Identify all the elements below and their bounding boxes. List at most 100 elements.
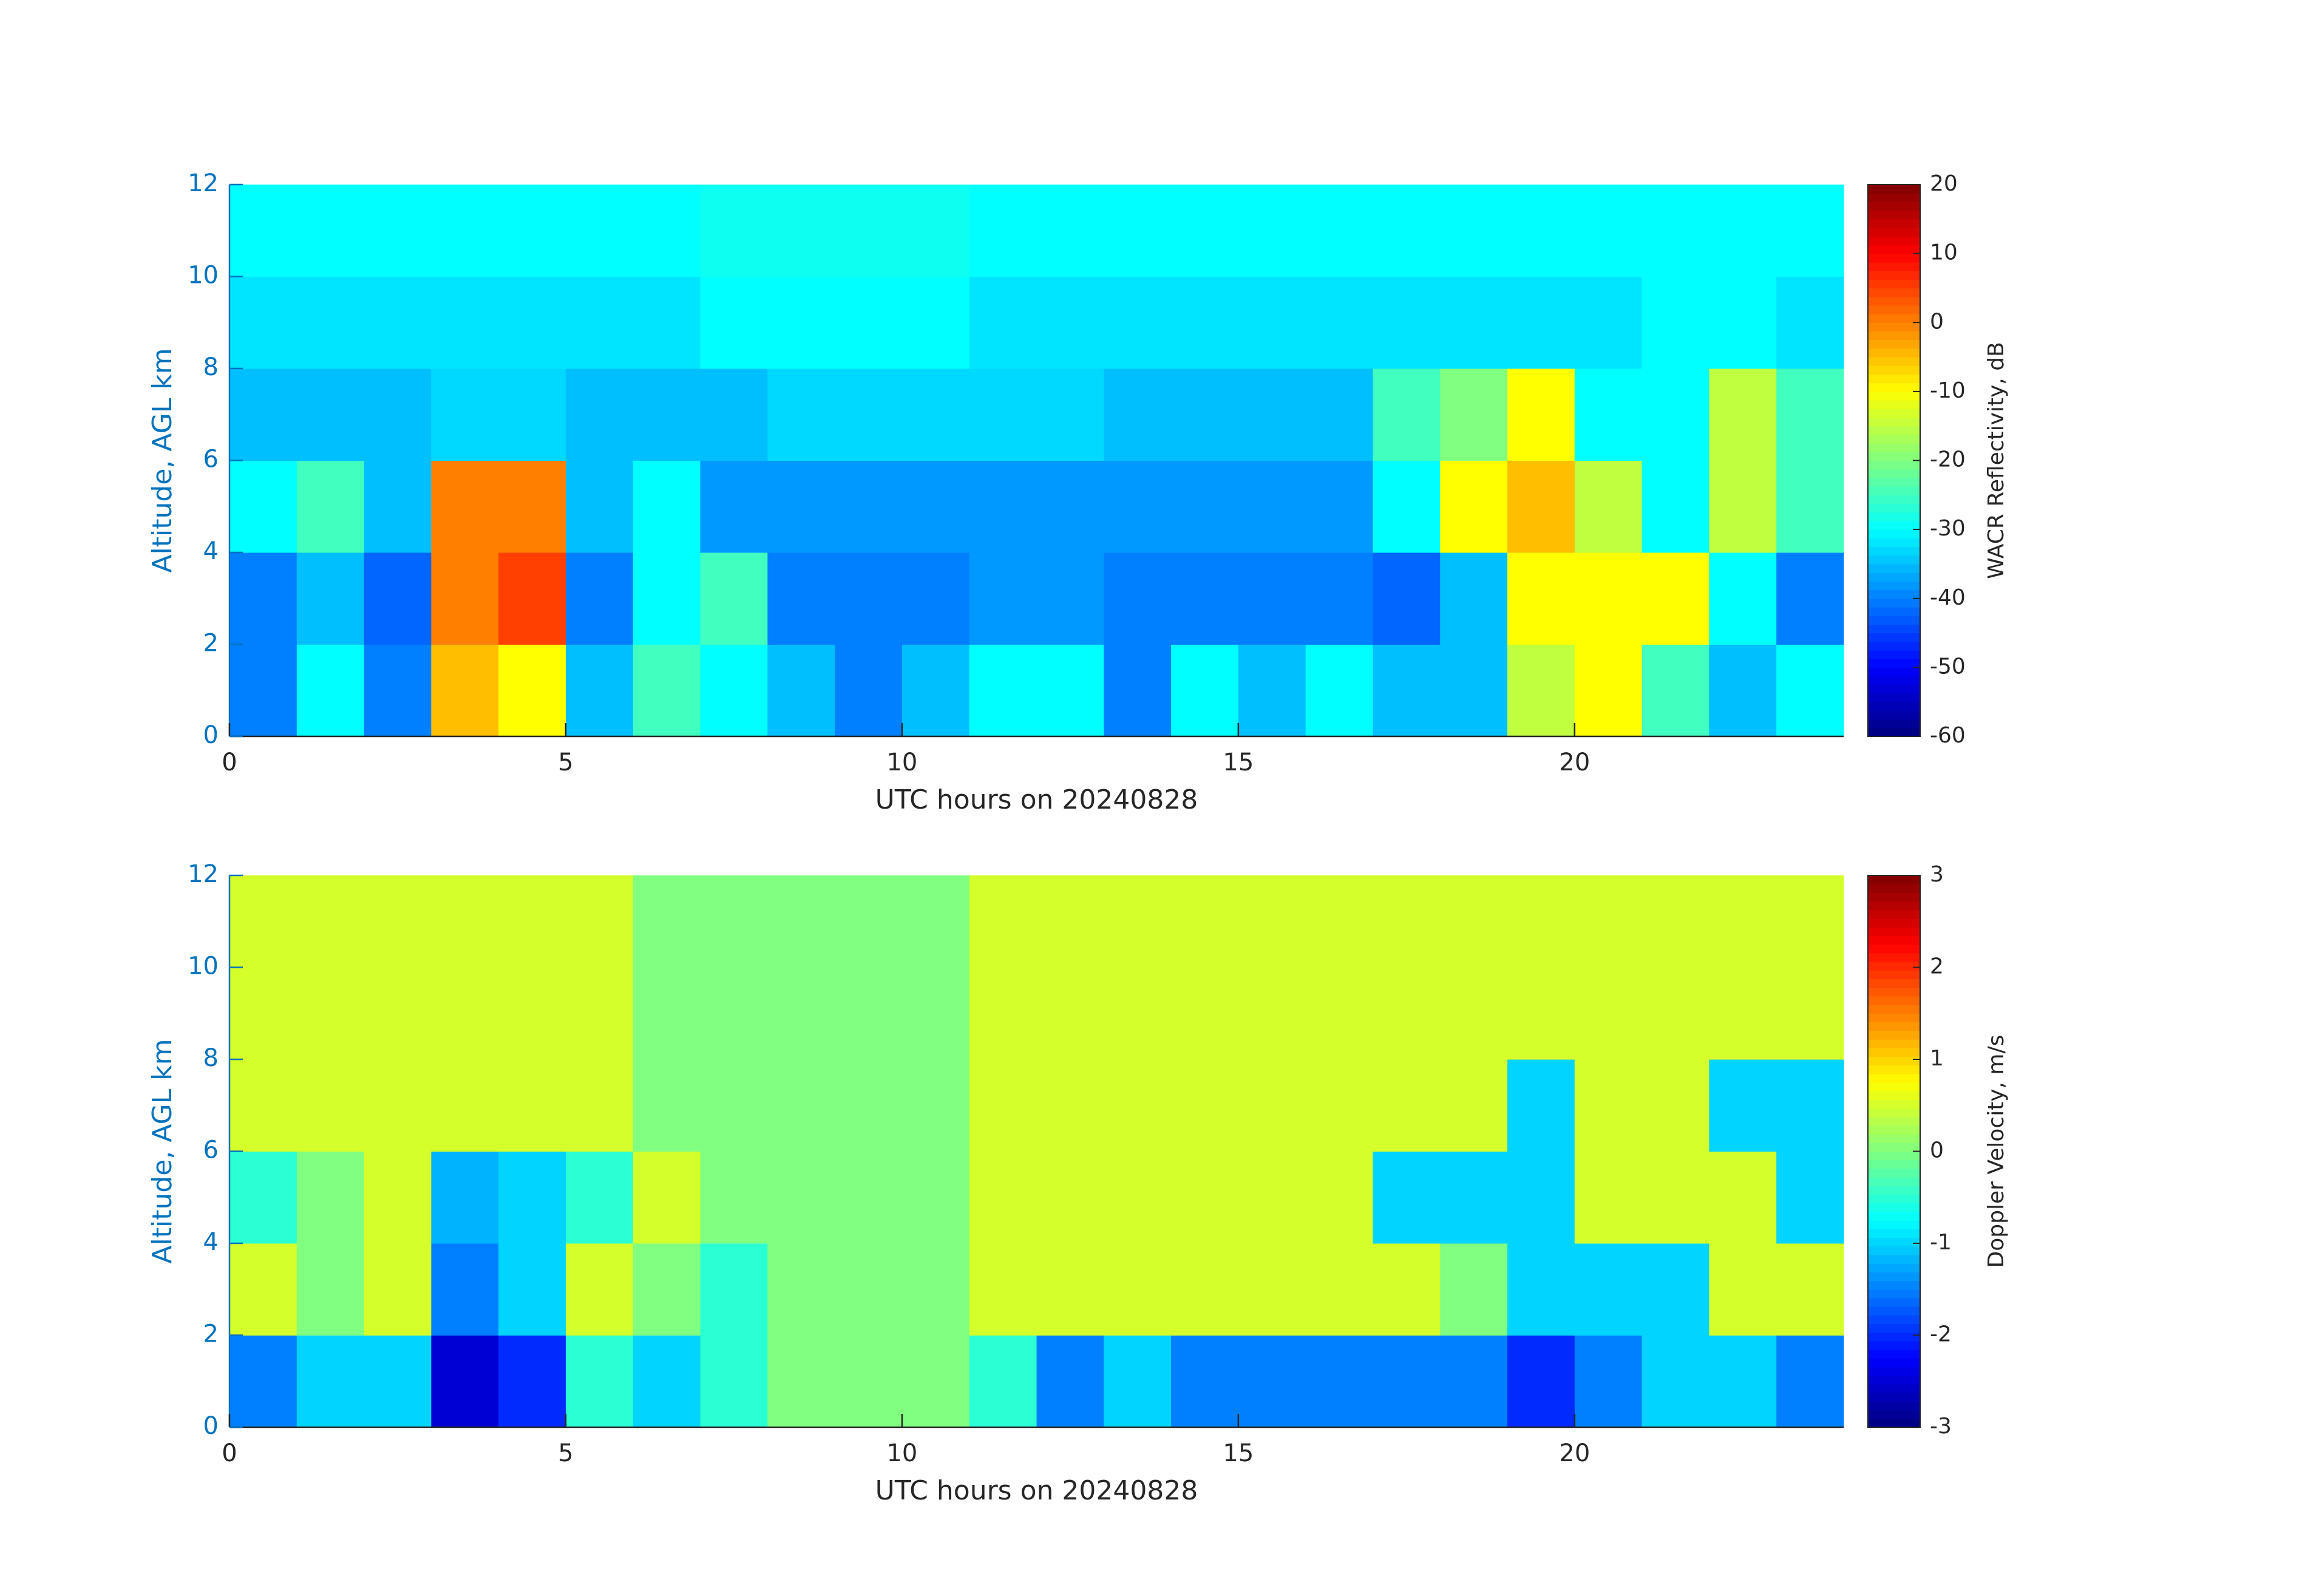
y-tick-label: 4 xyxy=(203,537,219,565)
heatmap-cell xyxy=(835,1151,903,1244)
heatmap-cell xyxy=(431,276,499,369)
colorbar-swatch xyxy=(1868,970,1920,980)
colorbar-swatch xyxy=(1868,236,1920,246)
heatmap-cell xyxy=(1305,1335,1373,1428)
colorbar-swatch xyxy=(1868,684,1920,694)
colorbar-swatch xyxy=(1868,495,1920,504)
colorbar-swatch xyxy=(1868,477,1920,487)
heatmap-cell xyxy=(565,276,634,369)
colorbar-swatch xyxy=(1868,919,1920,928)
colorbar-tick-label: -1 xyxy=(1930,1230,1952,1255)
heatmap-cell xyxy=(1440,460,1508,553)
colorbar-tick-label: 2 xyxy=(1930,954,1944,979)
colorbar-swatch xyxy=(1868,1418,1920,1428)
y-axis-label: Altitude, AGL km xyxy=(147,348,178,572)
colorbar-swatch xyxy=(1868,409,1920,418)
heatmap-cell xyxy=(633,552,701,645)
colorbar-swatch xyxy=(1868,1151,1920,1161)
heatmap-cell xyxy=(1507,368,1575,461)
heatmap-cell xyxy=(1641,276,1709,369)
heatmap-cell xyxy=(498,1335,566,1428)
heatmap-cell xyxy=(229,875,297,968)
colorbar-swatch xyxy=(1868,1022,1920,1031)
colorbar-swatch xyxy=(1868,1177,1920,1186)
heatmap-cell xyxy=(901,552,970,645)
colorbar-swatch xyxy=(1868,228,1920,237)
colorbar-swatch xyxy=(1868,331,1920,341)
heatmap-cell xyxy=(1641,185,1709,277)
heatmap-cell xyxy=(1709,875,1777,968)
heatmap-cell xyxy=(364,368,432,461)
heatmap-cell xyxy=(296,276,365,369)
heatmap-cell xyxy=(1373,875,1441,968)
heatmap-cell xyxy=(431,644,499,737)
heatmap-cell xyxy=(1305,276,1373,369)
heatmap-cell xyxy=(901,875,970,968)
colorbar-swatch xyxy=(1868,659,1920,668)
heatmap-cell xyxy=(1305,644,1373,737)
colorbar-tick-label: -50 xyxy=(1930,654,1966,679)
colorbar-swatch xyxy=(1868,979,1920,988)
colorbar-tick-label: -2 xyxy=(1930,1322,1952,1347)
colorbar-swatch xyxy=(1868,1116,1920,1126)
heatmap-cell xyxy=(1507,460,1575,553)
colorbar-swatch xyxy=(1868,538,1920,548)
colorbar-swatch xyxy=(1868,426,1920,435)
colorbar-swatch xyxy=(1868,1056,1920,1066)
heatmap-cell xyxy=(1171,185,1239,277)
heatmap-cell xyxy=(1104,1243,1172,1336)
heatmap-cell xyxy=(1507,185,1575,277)
colorbar-swatch xyxy=(1868,909,1920,919)
colorbar-swatch xyxy=(1868,339,1920,349)
colorbar-tick-label: 10 xyxy=(1930,240,1958,265)
colorbar-swatch xyxy=(1868,1143,1920,1152)
colorbar-swatch xyxy=(1868,460,1920,470)
heatmap-cell xyxy=(498,967,566,1060)
heatmap-cell xyxy=(969,1151,1037,1244)
heatmap-cell xyxy=(1104,1335,1172,1428)
heatmap-cell xyxy=(229,1243,297,1336)
heatmap-cell xyxy=(229,967,297,1060)
heatmap-cell xyxy=(1036,644,1104,737)
colorbar-swatch xyxy=(1868,987,1920,997)
heatmap-cell xyxy=(1104,552,1172,645)
x-tick-label: 20 xyxy=(1559,749,1590,776)
colorbar-swatch xyxy=(1868,1091,1920,1100)
heatmap-cell xyxy=(431,1059,499,1152)
heatmap-cell xyxy=(1776,1151,1844,1244)
colorbar-swatch xyxy=(1868,253,1920,263)
colorbar-swatch xyxy=(1868,512,1920,521)
colorbar-swatch xyxy=(1868,606,1920,616)
colorbar-swatch xyxy=(1868,1401,1920,1411)
colorbar-swatch xyxy=(1868,314,1920,323)
colorbar-swatch xyxy=(1868,936,1920,945)
heatmap-cell xyxy=(1507,875,1575,968)
heatmap-cell xyxy=(1574,552,1643,645)
y-tick-label: 8 xyxy=(203,353,219,381)
heatmap-cell xyxy=(1641,1059,1709,1152)
heatmap-cell xyxy=(1574,967,1643,1060)
heatmap-cell xyxy=(1776,1335,1844,1428)
heatmap-cell xyxy=(700,644,768,737)
heatmap-cell xyxy=(1305,967,1373,1060)
heatmap-cell xyxy=(1507,1059,1575,1152)
heatmap-cell xyxy=(1036,368,1104,461)
colorbar-swatch xyxy=(1868,1297,1920,1307)
heatmap-cell xyxy=(431,552,499,645)
heatmap-cell xyxy=(767,368,835,461)
colorbar-swatch xyxy=(1868,391,1920,401)
colorbar-swatch xyxy=(1868,892,1920,902)
heatmap-cell xyxy=(969,1243,1037,1336)
heatmap-cell xyxy=(431,368,499,461)
y-tick-label: 0 xyxy=(203,1412,219,1440)
heatmap-cell xyxy=(364,1243,432,1336)
heatmap-cell xyxy=(1373,1243,1441,1336)
x-axis-label: UTC hours on 20240828 xyxy=(875,784,1198,815)
colorbar-swatch xyxy=(1868,572,1920,582)
colorbar-swatch xyxy=(1868,884,1920,894)
heatmap-cell xyxy=(1574,185,1643,277)
heatmap-cell xyxy=(901,460,970,553)
heatmap-cell xyxy=(1709,644,1777,737)
